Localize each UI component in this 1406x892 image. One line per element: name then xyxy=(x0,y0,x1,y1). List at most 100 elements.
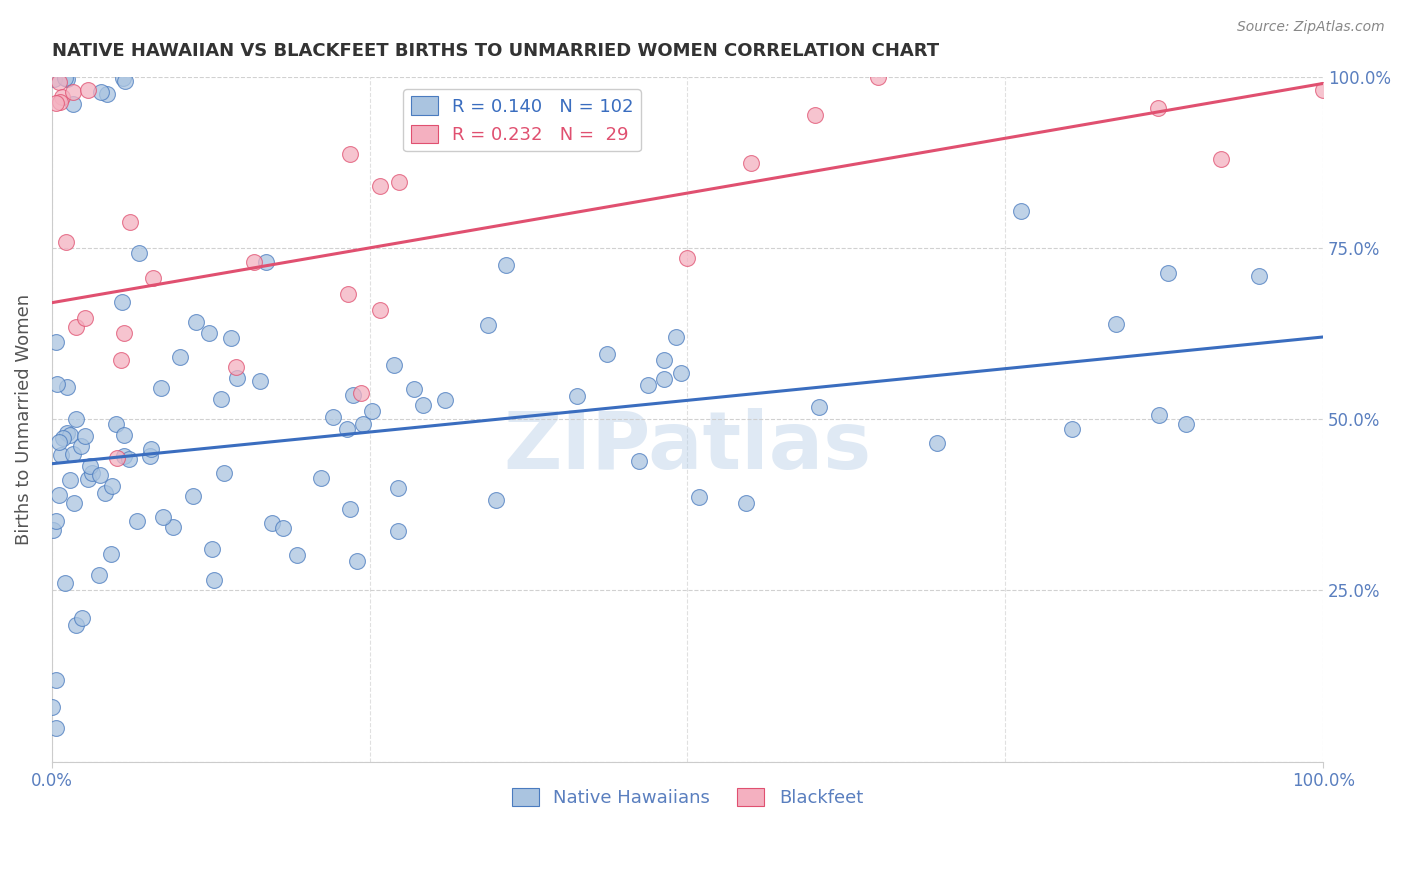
Point xyxy=(628,454,651,468)
Point xyxy=(652,371,675,385)
Point xyxy=(1062,422,1084,436)
Point xyxy=(128,245,150,260)
Point xyxy=(65,412,87,426)
Point xyxy=(114,73,136,87)
Point xyxy=(70,611,93,625)
Point xyxy=(1010,204,1032,219)
Point xyxy=(637,378,659,392)
Point xyxy=(225,359,247,374)
Point xyxy=(112,449,135,463)
Point xyxy=(42,523,65,537)
Point xyxy=(142,271,165,285)
Point xyxy=(105,450,128,465)
Point xyxy=(565,389,588,403)
Point xyxy=(73,311,96,326)
Point xyxy=(669,366,692,380)
Point xyxy=(402,382,425,396)
Point xyxy=(925,436,948,450)
Point xyxy=(56,425,79,440)
Point xyxy=(65,319,87,334)
Point xyxy=(73,428,96,442)
Point xyxy=(51,448,73,462)
Point xyxy=(387,481,409,495)
Point xyxy=(62,447,84,461)
Point xyxy=(56,380,79,394)
Point xyxy=(495,258,517,272)
Point xyxy=(79,458,101,473)
Point xyxy=(94,486,117,500)
Point xyxy=(219,331,242,345)
Point xyxy=(260,516,283,531)
Point xyxy=(183,489,205,503)
Point xyxy=(49,95,72,109)
Point xyxy=(105,417,128,431)
Point xyxy=(368,302,391,317)
Point xyxy=(112,70,135,85)
Point xyxy=(89,568,111,582)
Point xyxy=(1105,317,1128,331)
Point xyxy=(96,87,118,101)
Point xyxy=(59,428,82,442)
Point xyxy=(342,388,364,402)
Point xyxy=(45,514,67,528)
Point xyxy=(53,575,76,590)
Point xyxy=(48,75,70,89)
Point xyxy=(120,214,142,228)
Y-axis label: Births to Unmarried Women: Births to Unmarried Women xyxy=(15,293,32,545)
Point xyxy=(808,401,831,415)
Point xyxy=(53,70,76,85)
Point xyxy=(69,440,91,454)
Point xyxy=(1211,152,1233,166)
Text: NATIVE HAWAIIAN VS BLACKFEET BIRTHS TO UNMARRIED WOMEN CORRELATION CHART: NATIVE HAWAIIAN VS BLACKFEET BIRTHS TO U… xyxy=(52,42,939,60)
Point xyxy=(735,496,758,510)
Point xyxy=(59,473,82,487)
Point xyxy=(339,501,361,516)
Point xyxy=(254,255,277,269)
Point xyxy=(112,326,135,341)
Point xyxy=(1157,266,1180,280)
Point xyxy=(209,392,232,406)
Point xyxy=(243,255,266,269)
Point xyxy=(382,358,405,372)
Legend: Native Hawaiians, Blackfeet: Native Hawaiians, Blackfeet xyxy=(505,780,870,814)
Point xyxy=(676,251,699,265)
Point xyxy=(360,404,382,418)
Point xyxy=(201,541,224,556)
Point xyxy=(139,442,162,456)
Point xyxy=(62,85,84,99)
Point xyxy=(138,449,160,463)
Point xyxy=(249,374,271,388)
Point xyxy=(1147,101,1170,115)
Point xyxy=(1247,268,1270,283)
Text: ZIPatlas: ZIPatlas xyxy=(503,408,872,485)
Text: Source: ZipAtlas.com: Source: ZipAtlas.com xyxy=(1237,20,1385,34)
Point xyxy=(477,318,499,332)
Point xyxy=(1175,417,1198,431)
Point xyxy=(339,147,361,161)
Point xyxy=(350,386,373,401)
Point xyxy=(485,492,508,507)
Point xyxy=(48,488,70,502)
Point xyxy=(100,547,122,561)
Point xyxy=(1312,83,1334,97)
Point xyxy=(596,347,619,361)
Point xyxy=(803,108,825,122)
Point xyxy=(41,700,63,714)
Point xyxy=(212,466,235,480)
Point xyxy=(309,471,332,485)
Point xyxy=(740,156,762,170)
Point xyxy=(162,520,184,534)
Point xyxy=(90,85,112,99)
Point xyxy=(336,422,359,436)
Point xyxy=(45,334,67,349)
Point xyxy=(101,479,124,493)
Point xyxy=(51,89,73,103)
Point xyxy=(55,235,77,250)
Point xyxy=(42,71,65,86)
Point xyxy=(322,410,344,425)
Point xyxy=(125,514,148,528)
Point xyxy=(82,466,104,480)
Point xyxy=(118,451,141,466)
Point xyxy=(412,398,434,412)
Point xyxy=(271,521,294,535)
